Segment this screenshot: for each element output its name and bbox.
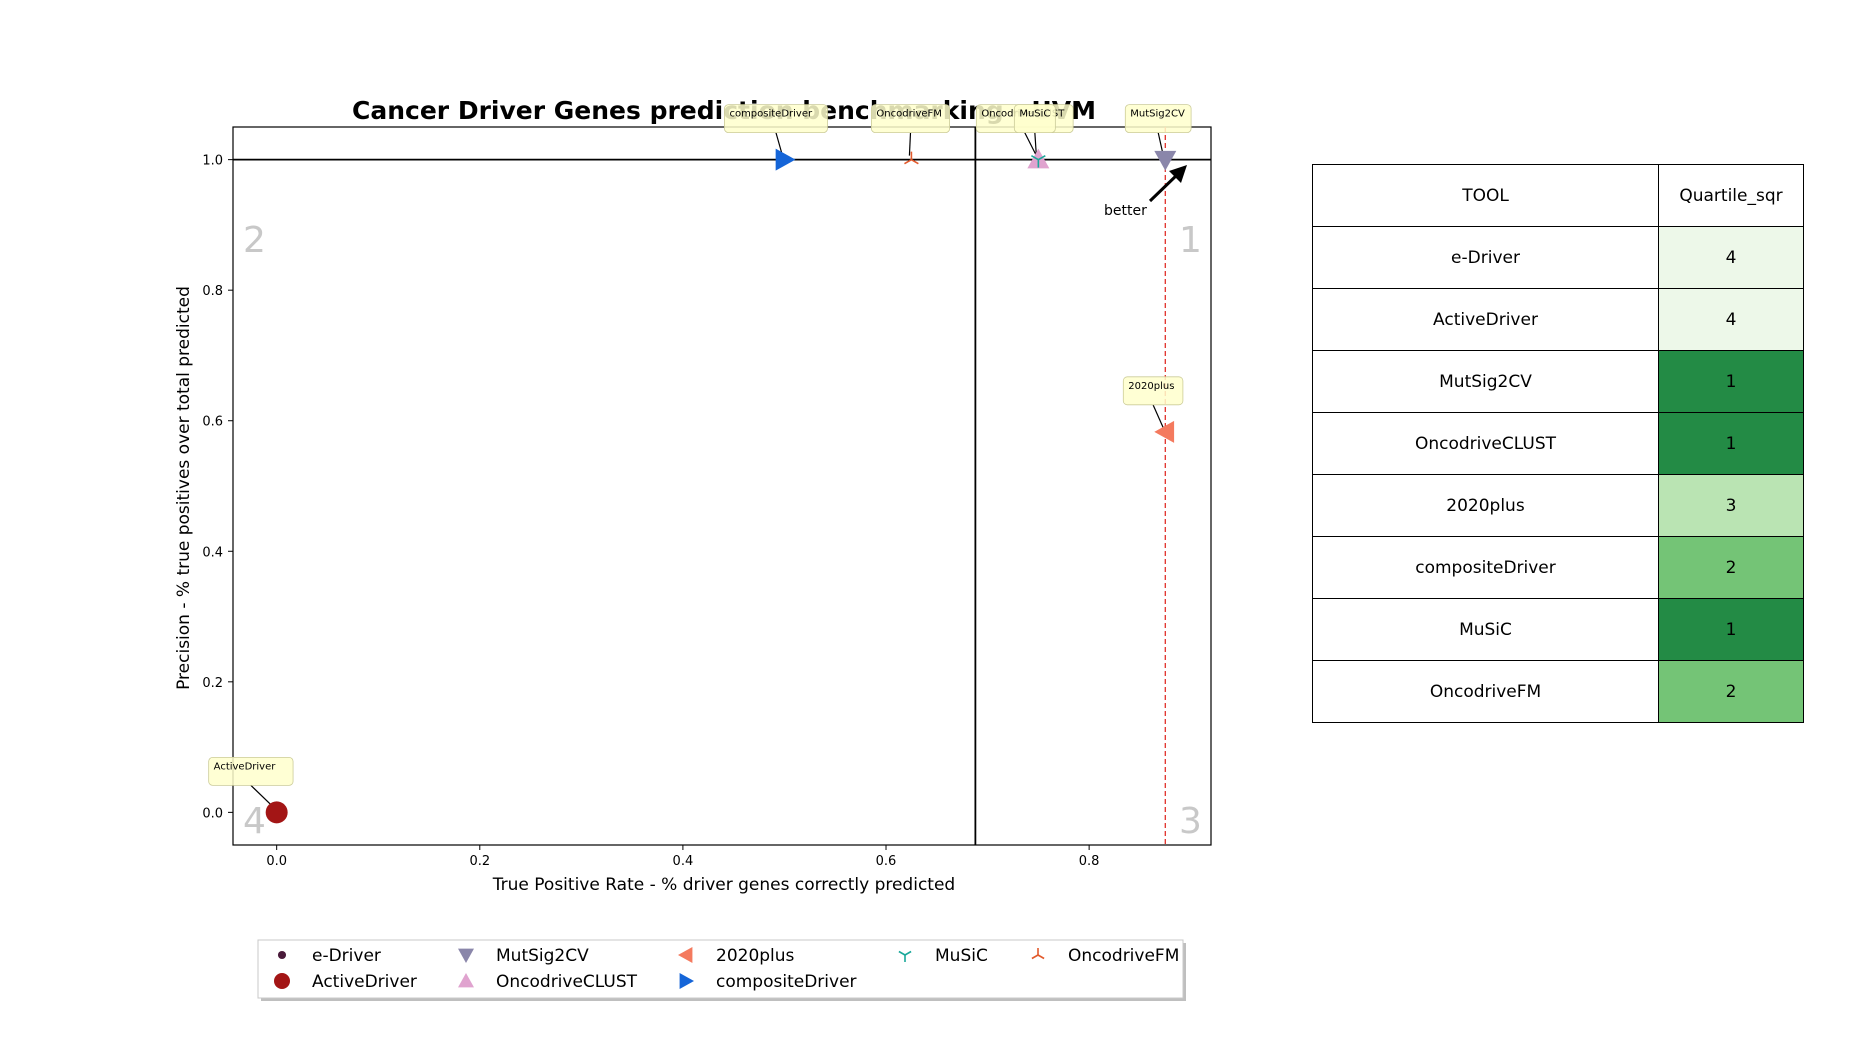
x-tick-label: 0.6 xyxy=(876,854,897,869)
x-tick-label: 0.4 xyxy=(673,854,694,869)
table-row: e-Driver 4 xyxy=(1312,226,1804,289)
table-header-row: TOOL Quartile_sqr xyxy=(1312,164,1804,227)
point-OncodriveCLUST xyxy=(1027,148,1050,169)
tool-cell: MuSiC xyxy=(1312,598,1659,661)
legend: e-Driver ActiveDriver MutSig2CV OncodriveCL… xyxy=(257,939,1186,1001)
svg-text:2020plus: 2020plus xyxy=(1128,381,1174,392)
legend-label-OncodriveCLUST: OncodriveCLUST xyxy=(496,972,638,992)
y-tick-label: 1.0 xyxy=(202,154,223,169)
table-row: ActiveDriver 4 xyxy=(1312,288,1804,351)
point-OncodriveFM xyxy=(904,151,919,165)
svg-text:MutSig2CV: MutSig2CV xyxy=(1130,109,1185,120)
legend-marker-OncodriveCLUST xyxy=(458,973,474,988)
table-row: compositeDriver 2 xyxy=(1312,536,1804,599)
quartile-cell: 1 xyxy=(1658,598,1804,661)
annotation-2020plus: 2020plus xyxy=(1122,376,1184,429)
svg-text:MuSiC: MuSiC xyxy=(1019,109,1050,120)
y-tick-label: 0.4 xyxy=(202,545,223,560)
tool-cell: 2020plus xyxy=(1312,474,1659,537)
legend-marker-MuSiC xyxy=(898,950,912,962)
quadrant-label-1: 1 xyxy=(1179,220,1202,261)
x-axis-label: True Positive Rate - % driver genes corr… xyxy=(492,875,955,895)
annotation-MuSiC: MuSiC xyxy=(1013,104,1056,156)
quartile-cell: 4 xyxy=(1658,226,1804,289)
legend-label-MutSig2CV: MutSig2CV xyxy=(496,946,589,966)
annotation-MutSig2CV: MutSig2CV xyxy=(1124,104,1192,156)
tool-cell: compositeDriver xyxy=(1312,536,1659,599)
quartile-cell: 4 xyxy=(1658,288,1804,351)
y-tick-label: 0.0 xyxy=(202,806,223,821)
table-row: MutSig2CV 1 xyxy=(1312,350,1804,413)
tool-cell: MutSig2CV xyxy=(1312,350,1659,413)
svg-text:OncodriveFM: OncodriveFM xyxy=(876,109,942,120)
y-tick-label: 0.8 xyxy=(202,284,223,299)
y-axis-label: Precision - % true positives over total … xyxy=(174,286,194,690)
chart-title: Cancer Driver Genes prediction benchmark… xyxy=(352,96,1096,125)
legend-marker-e-Driver xyxy=(277,950,287,960)
x-tick-label: 0.2 xyxy=(469,854,490,869)
table-row: 2020plus 3 xyxy=(1312,474,1804,537)
point-2020plus xyxy=(1154,420,1175,443)
table-row: OncodriveFM 2 xyxy=(1312,660,1804,723)
tool-cell: OncodriveCLUST xyxy=(1312,412,1659,475)
table-body: e-Driver 4 ActiveDriver 4 MutSig2CV 1 Oncodriv… xyxy=(1312,226,1804,723)
point-MutSig2CV xyxy=(1154,150,1177,171)
annotation-OncodriveFM: OncodriveFM xyxy=(871,104,951,156)
plot-area: 0.0 0.2 0.4 0.6 0.8 0.0 0.2 0.4 0.6 0.8 1.0 1 2 3 4 Act… xyxy=(202,104,1212,869)
point-compositeDriver xyxy=(775,148,796,171)
x-tick-label: 0.0 xyxy=(266,854,287,869)
point-MuSiC xyxy=(1030,154,1046,168)
better-arrow xyxy=(1148,165,1187,203)
tool-cell: ActiveDriver xyxy=(1312,288,1659,351)
plot-frame xyxy=(232,126,1212,846)
header-tool: TOOL xyxy=(1312,164,1659,227)
legend-marker-ActiveDriver xyxy=(274,973,290,989)
quartile-cell: 1 xyxy=(1658,350,1804,413)
annotation-compositeDriver: compositeDriver xyxy=(724,104,828,156)
better-label: better xyxy=(1104,203,1147,219)
legend-marker-2020plus xyxy=(678,947,693,963)
legend-label-ActiveDriver: ActiveDriver xyxy=(312,972,417,992)
quadrant-label-2: 2 xyxy=(243,220,266,261)
legend-label-2020plus: 2020plus xyxy=(716,946,795,966)
tool-cell: e-Driver xyxy=(1312,226,1659,289)
legend-marker-compositeDriver xyxy=(679,973,694,989)
svg-text:compositeDriver: compositeDriver xyxy=(729,109,813,120)
legend-label-MuSiC: MuSiC xyxy=(935,946,988,966)
quadrant-label-4: 4 xyxy=(243,801,266,842)
svg-text:ActiveDriver: ActiveDriver xyxy=(214,761,277,772)
legend-label-compositeDriver: compositeDriver xyxy=(716,972,857,992)
legend-marker-OncodriveFM xyxy=(1031,948,1045,960)
annotation-ActiveDriver: ActiveDriver xyxy=(208,756,294,809)
quartile-table: TOOL Quartile_sqr e-Driver 4 ActiveDriver 4… xyxy=(1312,164,1804,723)
quartile-cell: 1 xyxy=(1658,412,1804,475)
legend-marker-MutSig2CV xyxy=(458,948,474,963)
table-row: MuSiC 1 xyxy=(1312,598,1804,661)
legend-label-OncodriveFM: OncodriveFM xyxy=(1068,946,1179,966)
y-tick-label: 0.2 xyxy=(202,676,223,691)
tool-cell: OncodriveFM xyxy=(1312,660,1659,723)
header-quartile: Quartile_sqr xyxy=(1658,164,1804,227)
quartile-cell: 2 xyxy=(1658,536,1804,599)
quartile-cell: 3 xyxy=(1658,474,1804,537)
quartile-cell: 2 xyxy=(1658,660,1804,723)
y-tick-label: 0.6 xyxy=(202,415,223,430)
legend-box xyxy=(257,939,1184,999)
quadrant-label-3: 3 xyxy=(1179,801,1202,842)
table-row: OncodriveCLUST 1 xyxy=(1312,412,1804,475)
point-ActiveDriver xyxy=(265,801,288,824)
legend-label-e-Driver: e-Driver xyxy=(312,946,381,966)
x-tick-label: 0.8 xyxy=(1079,854,1100,869)
